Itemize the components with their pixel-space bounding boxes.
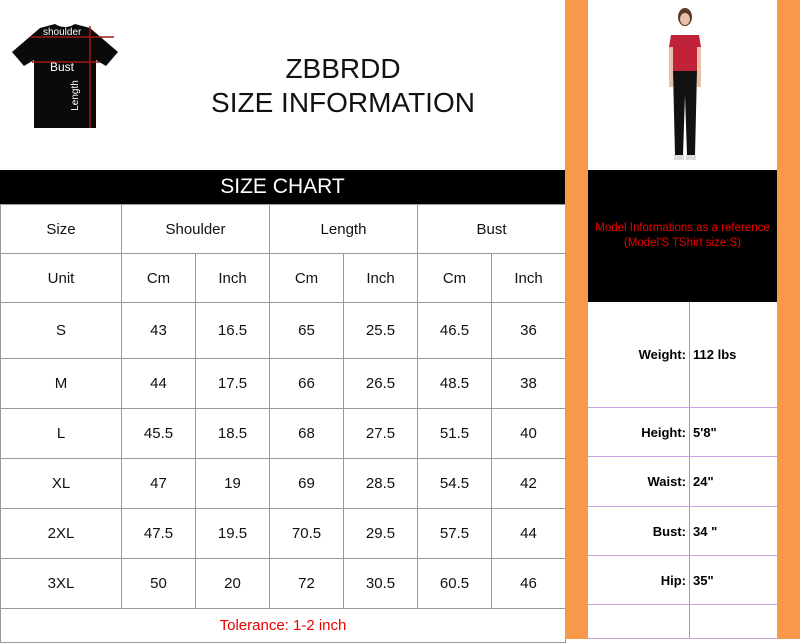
value-cell: 46 [491,558,566,609]
model-note: Model Informations as a reference [595,222,770,234]
value-cell: 69 [269,458,344,509]
shoulder-label: shoulder [43,27,82,38]
value-cell: 43 [121,302,196,359]
unit-cell: Inch [343,253,418,303]
model-stat-row: Waist: 24" [588,457,777,507]
value-cell: 70.5 [269,508,344,559]
value-cell: 26.5 [343,358,418,409]
value-cell: 51.5 [417,408,492,459]
size-cell: S [0,302,122,359]
table-row: 2XL 47.5 19.5 70.5 29.5 57.5 44 [0,508,566,559]
tolerance-note: Tolerance: 1-2 inch [0,608,566,643]
size-cell: 2XL [0,508,122,559]
unit-cell: Unit [0,253,122,303]
table-row: XL 47 19 69 28.5 54.5 42 [0,458,566,509]
value-cell: 44 [121,358,196,409]
header-cell: Size [0,204,122,254]
model-stat-value: 34 " [693,523,718,539]
model-stat-row: Bust: 34 " [588,507,777,556]
model-photo [655,5,715,165]
brand-name: ZBBRDD [285,53,401,84]
value-cell: 54.5 [417,458,492,509]
size-cell: XL [0,458,122,509]
value-cell: 72 [269,558,344,609]
table-row: 3XL 50 20 72 30.5 60.5 46 [0,558,566,609]
value-cell: 57.5 [417,508,492,559]
value-cell: 30.5 [343,558,418,609]
value-cell: 27.5 [343,408,418,459]
model-stat-value: 5'8" [693,424,717,440]
value-cell: 45.5 [121,408,196,459]
size-cell: 3XL [0,558,122,609]
model-stat-label: Height: [588,408,690,456]
value-cell: 40 [491,408,566,459]
tshirt-diagram: shoulder Bust Length [10,10,120,135]
tolerance-row: Tolerance: 1-2 inch [0,608,566,643]
size-table: Size Shoulder Length Bust Unit Cm Inch C… [0,204,566,643]
table-row: M 44 17.5 66 26.5 48.5 38 [0,358,566,409]
value-cell: 19.5 [195,508,270,559]
model-stat-value: 35" [693,572,714,588]
model-info-box: Model Informations as a reference (Model… [588,170,777,302]
model-stat-value: 112 lbs [693,347,737,362]
model-stat-label: Waist: [588,457,690,506]
value-cell: 36 [491,302,566,359]
value-cell: 19 [195,458,270,509]
value-cell: 68 [269,408,344,459]
value-cell: 16.5 [195,302,270,359]
value-cell: 17.5 [195,358,270,409]
value-cell: 47.5 [121,508,196,559]
header-row: Size Shoulder Length Bust [0,204,566,254]
unit-row: Unit Cm Inch Cm Inch Cm Inch [0,253,566,303]
unit-cell: Inch [491,253,566,303]
model-stat-label: Weight: [588,302,690,407]
empty-cell [588,605,690,638]
value-cell: 38 [491,358,566,409]
value-cell: 42 [491,458,566,509]
unit-cell: Cm [269,253,344,303]
value-cell: 48.5 [417,358,492,409]
header-cell: Bust [417,204,566,254]
size-cell: L [0,408,122,459]
bust-label: Bust [50,60,75,74]
title-block: ZBBRDD SIZE INFORMATION [121,52,565,120]
size-chart-band: SIZE CHART [0,170,565,204]
page-subtitle: SIZE INFORMATION [211,87,475,118]
header-cell: Length [269,204,418,254]
model-size-note: (Model'S TShirt size:S) [623,237,741,249]
model-stat-row: Weight: 112 lbs [588,302,777,408]
value-cell: 20 [195,558,270,609]
unit-cell: Inch [195,253,270,303]
value-cell: 60.5 [417,558,492,609]
value-cell: 25.5 [343,302,418,359]
unit-cell: Cm [417,253,492,303]
value-cell: 28.5 [343,458,418,509]
value-cell: 18.5 [195,408,270,459]
value-cell: 66 [269,358,344,409]
orange-strip-right [777,0,800,639]
size-cell: M [0,358,122,409]
value-cell: 65 [269,302,344,359]
unit-cell: Cm [121,253,196,303]
model-stat-empty-row [588,605,777,639]
orange-strip-left [565,0,588,639]
value-cell: 46.5 [417,302,492,359]
model-stat-row: Height: 5'8" [588,408,777,457]
model-stat-label: Bust: [588,507,690,555]
value-cell: 50 [121,558,196,609]
length-label: Length [69,80,81,111]
value-cell: 29.5 [343,508,418,559]
model-stat-label: Hip: [588,556,690,604]
value-cell: 44 [491,508,566,559]
value-cell: 47 [121,458,196,509]
table-row: L 45.5 18.5 68 27.5 51.5 40 [0,408,566,459]
model-stat-row: Hip: 35" [588,556,777,605]
model-stat-value: 24" [693,474,714,489]
table-row: S 43 16.5 65 25.5 46.5 36 [0,302,566,359]
header-cell: Shoulder [121,204,270,254]
